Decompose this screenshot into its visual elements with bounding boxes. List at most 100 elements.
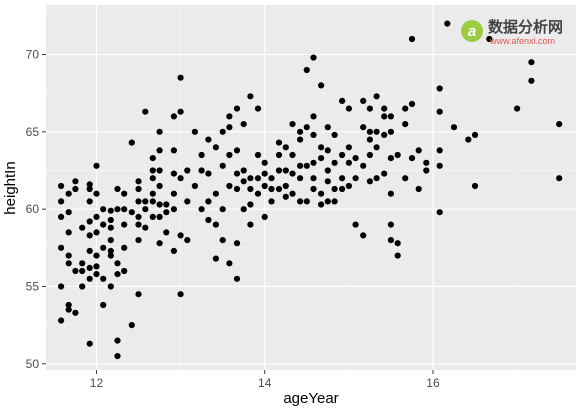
data-point <box>107 237 114 244</box>
data-point <box>373 93 380 100</box>
data-point <box>444 20 451 27</box>
data-point <box>156 213 163 220</box>
data-point <box>275 151 283 159</box>
data-point <box>107 283 114 290</box>
data-point <box>205 216 212 224</box>
data-point <box>156 167 163 174</box>
data-point <box>436 162 443 169</box>
data-point <box>163 229 170 236</box>
data-point <box>156 128 163 135</box>
data-point <box>415 185 422 193</box>
data-point <box>65 229 72 236</box>
data-point <box>366 151 373 159</box>
data-point <box>86 232 93 239</box>
data-point <box>184 167 191 174</box>
data-point <box>261 213 268 220</box>
data-point <box>240 206 247 213</box>
data-point <box>79 267 86 275</box>
data-point <box>289 170 296 177</box>
data-point <box>100 244 107 251</box>
data-point <box>65 252 72 259</box>
data-point <box>345 159 352 166</box>
data-point <box>303 124 310 131</box>
x-tick-label: 12 <box>90 376 104 390</box>
data-point <box>93 263 100 270</box>
data-point <box>65 190 72 197</box>
data-point <box>394 151 401 159</box>
data-point <box>324 124 331 131</box>
data-point <box>93 162 100 169</box>
data-point <box>387 113 394 120</box>
data-point <box>65 306 72 313</box>
data-point <box>198 167 205 174</box>
data-point <box>177 291 184 298</box>
data-point <box>387 128 394 135</box>
data-point <box>275 167 283 174</box>
data-point <box>114 206 121 213</box>
data-point <box>360 162 367 169</box>
data-point <box>436 209 443 216</box>
data-point <box>303 162 310 169</box>
data-point <box>184 237 191 244</box>
data-point <box>100 221 107 228</box>
y-tick-label: 60 <box>26 202 40 216</box>
data-point <box>114 260 121 267</box>
data-point <box>373 128 380 135</box>
y-axis-title: heightIn <box>2 161 19 214</box>
data-point <box>436 108 443 115</box>
data-point <box>65 260 72 267</box>
x-axis-title: ageYear <box>283 390 338 407</box>
data-point <box>240 167 247 174</box>
data-point <box>360 124 367 131</box>
data-point <box>318 82 325 89</box>
data-point <box>381 170 388 177</box>
data-point <box>121 244 128 251</box>
data-point <box>107 224 114 231</box>
data-point <box>233 185 241 193</box>
data-point <box>58 244 65 251</box>
data-point <box>331 198 338 205</box>
y-tick-label: 50 <box>26 357 40 371</box>
data-point <box>233 275 241 282</box>
data-point <box>226 113 233 120</box>
data-point <box>247 93 254 100</box>
data-point <box>339 97 346 104</box>
data-point <box>170 247 177 254</box>
data-point <box>282 167 289 174</box>
data-point <box>142 206 149 213</box>
data-point <box>121 221 128 228</box>
data-point <box>289 121 296 128</box>
data-point <box>107 207 114 214</box>
data-point <box>471 131 479 138</box>
data-point <box>135 185 142 193</box>
data-point <box>233 170 241 177</box>
data-point <box>282 182 289 190</box>
data-point <box>226 182 233 190</box>
data-point <box>163 209 170 216</box>
data-point <box>198 151 205 159</box>
data-point <box>366 136 373 143</box>
x-tick-label: 16 <box>426 376 440 390</box>
data-point <box>423 159 430 166</box>
data-point <box>254 105 262 112</box>
data-point <box>72 309 79 316</box>
data-point <box>149 213 156 220</box>
data-point <box>128 322 135 329</box>
data-point <box>135 221 142 228</box>
data-point <box>282 193 289 200</box>
y-tick-label: 65 <box>26 125 40 139</box>
data-point <box>156 147 163 154</box>
data-point <box>366 105 373 112</box>
data-point <box>387 237 394 244</box>
data-point <box>402 105 409 112</box>
data-point <box>135 291 142 298</box>
data-point <box>247 185 254 193</box>
data-point <box>486 35 493 43</box>
data-point <box>170 113 177 120</box>
data-point <box>121 267 128 275</box>
data-point <box>149 155 156 162</box>
data-point <box>114 185 121 193</box>
data-point <box>297 136 304 143</box>
data-point <box>331 159 338 166</box>
